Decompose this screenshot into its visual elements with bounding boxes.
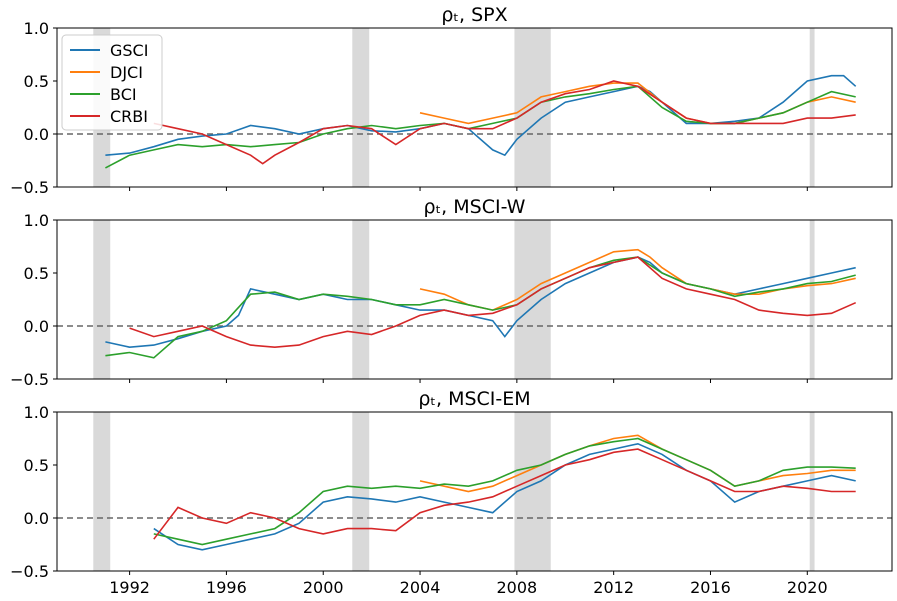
series-line-djci	[419, 82, 856, 125]
x-tick-label: 2020	[787, 578, 828, 597]
series-line-bci	[105, 85, 856, 169]
series-line-bci	[153, 437, 856, 546]
series-line-crbi	[153, 80, 856, 165]
recession-band	[352, 28, 370, 187]
recession-band	[93, 220, 111, 379]
axes-frame	[56, 411, 893, 572]
series-line-djci	[419, 434, 856, 493]
y-tick-label: −0.5	[10, 178, 49, 197]
legend: GSCI DJCI BCI CRBI	[61, 34, 163, 131]
y-tick-label: −0.5	[10, 370, 49, 389]
y-tick-label: 0.0	[24, 317, 49, 336]
y-tick-label: 1.0	[24, 211, 49, 230]
x-tick-label: 1996	[206, 578, 247, 597]
recession-band	[809, 412, 815, 571]
legend-label-bci: BCI	[110, 85, 137, 104]
recession-band	[809, 28, 815, 187]
x-tick-label: 2012	[593, 578, 634, 597]
series-line-gsci	[153, 442, 856, 551]
chart-title: ρₜ, MSCI-W	[424, 196, 526, 218]
axes-frame	[56, 219, 893, 380]
recession-band	[93, 412, 111, 571]
series-line-djci	[419, 248, 856, 311]
x-tick-label: 2016	[690, 578, 731, 597]
series-line-crbi	[129, 256, 857, 349]
legend-box	[61, 34, 163, 131]
series-line-crbi	[153, 448, 856, 540]
chart-title: ρₜ, SPX	[441, 4, 507, 26]
chart-panel-1: −0.5 0.0 0.5 1.0 ρₜ, SPX GSCI DJCI BCI CRBI	[10, 4, 893, 197]
legend-label-djci: DJCI	[110, 63, 143, 82]
y-tick-label: 0.5	[24, 456, 49, 475]
legend-label-crbi: CRBI	[110, 107, 148, 126]
chart-panel-2: −0.5 0.0 0.5 1.0 ρₜ, MSCI-W	[10, 196, 893, 389]
x-tick-label: 2008	[496, 578, 537, 597]
x-tick-label: 2004	[400, 578, 441, 597]
y-tick-label: 0.0	[24, 125, 49, 144]
y-tick-label: 1.0	[24, 403, 49, 422]
recession-band	[352, 412, 370, 571]
chart-title: ρₜ, MSCI-EM	[418, 388, 530, 410]
axes-frame	[56, 27, 893, 188]
x-tick-label: 2000	[303, 578, 344, 597]
recession-band	[514, 412, 551, 571]
recession-band	[514, 220, 551, 379]
chart-panel-3: −0.5 0.0 0.5 1.0 1992 1996 2000 2004 2008 2012 201…	[10, 388, 893, 597]
x-tick-label: 1992	[109, 578, 150, 597]
recession-band	[809, 220, 815, 379]
series-line-gsci	[105, 74, 857, 157]
y-tick-label: 0.5	[24, 72, 49, 91]
legend-label-gsci: GSCI	[110, 41, 148, 60]
series-line-bci	[105, 256, 856, 359]
y-tick-label: −0.5	[10, 562, 49, 581]
y-tick-label: 0.5	[24, 264, 49, 283]
y-tick-label: 0.0	[24, 509, 49, 528]
y-tick-label: 1.0	[24, 19, 49, 38]
